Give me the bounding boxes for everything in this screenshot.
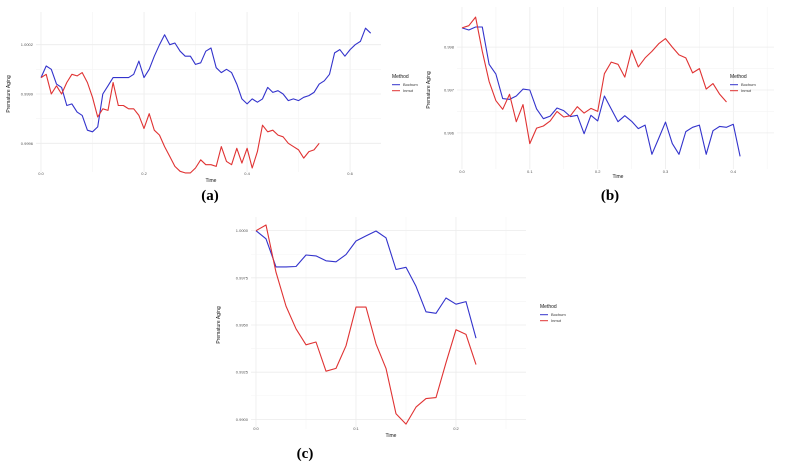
y-tick-label: 0.996 (444, 130, 455, 135)
x-tick-label: 0.0 (38, 171, 44, 176)
x-tick-label: 0.2 (453, 426, 459, 431)
caption-a: (a) (201, 188, 219, 204)
legend-title: Method (730, 74, 747, 80)
legend-entry: Bochum (551, 312, 566, 317)
x-axis-title: Time (386, 433, 397, 439)
legend-title: Method (392, 74, 409, 80)
series-line-bochum (461, 26, 741, 157)
x-tick-label: 0.6 (347, 171, 353, 176)
grid-lines (251, 217, 526, 429)
series-line-bochum (255, 230, 477, 339)
y-tick-label: 0.9950 (236, 323, 249, 328)
y-axis-title: Premature Aging (216, 306, 222, 343)
line-chart-b: 0.0 0.1 0.2 0.3 0.4 0.998 0.997 0.996 Time Premat… (426, 7, 774, 180)
x-axis-title: Time (206, 178, 217, 184)
series-line-inmut (40, 72, 320, 174)
legend-entry: Inmut (741, 88, 752, 93)
grid-lines (457, 7, 774, 169)
chart-panel-a: 0.0 0.2 0.4 0.6 1.0002 0.9999 0.9996 Time Premat… (0, 0, 418, 210)
y-axis-title: Premature Aging (426, 71, 432, 108)
y-tick-label: 1.0000 (236, 228, 249, 233)
x-tick-label: 0.1 (527, 169, 533, 174)
caption-b: (b) (600, 188, 620, 204)
caption-c: (c) (296, 446, 314, 462)
line-chart-c: 0.0 0.1 0.2 1.0000 0.9975 0.9950 0.9925 0.9900 T… (216, 217, 566, 439)
x-tick-label: 0.0 (253, 426, 259, 431)
x-tick-label: 0.1 (353, 426, 359, 431)
y-tick-label: 0.9975 (236, 275, 249, 280)
y-tick-label: 0.9900 (236, 417, 249, 422)
x-tick-label: 0.0 (459, 169, 465, 174)
x-tick-label: 0.3 (663, 169, 669, 174)
legend-title: Method (540, 304, 557, 310)
x-tick-label: 0.2 (595, 169, 601, 174)
x-tick-label: 0.2 (141, 171, 147, 176)
y-tick-label: 0.998 (444, 45, 455, 50)
y-axis-title: Premature Aging (6, 75, 12, 112)
legend-entry: Inmut (551, 318, 562, 323)
y-tick-label: 1.0002 (21, 42, 34, 47)
chart-panel-c: 0.0 0.1 0.2 1.0000 0.9975 0.9950 0.9925 0.9900 T… (190, 210, 610, 468)
chart-panel-b: 0.0 0.1 0.2 0.3 0.4 0.998 0.997 0.996 Time Premat… (400, 0, 788, 210)
series-line-inmut (255, 224, 477, 425)
x-tick-label: 0.4 (731, 169, 737, 174)
line-chart-a: 0.0 0.2 0.4 0.6 1.0002 0.9999 0.9996 Time Premat… (6, 12, 418, 184)
series-line-inmut (461, 16, 727, 145)
grid-lines (36, 12, 381, 172)
series-line-bochum (40, 27, 372, 133)
y-tick-label: 0.997 (444, 88, 455, 93)
x-tick-label: 0.4 (244, 171, 250, 176)
legend-entry: Bochum (403, 82, 418, 87)
legend-entry: Bochum (741, 82, 756, 87)
x-axis-title: Time (613, 174, 624, 180)
legend-entry: Inmut (403, 88, 414, 93)
y-tick-label: 0.9996 (21, 141, 34, 146)
y-tick-label: 0.9925 (236, 370, 249, 375)
y-tick-label: 0.9999 (21, 92, 34, 97)
